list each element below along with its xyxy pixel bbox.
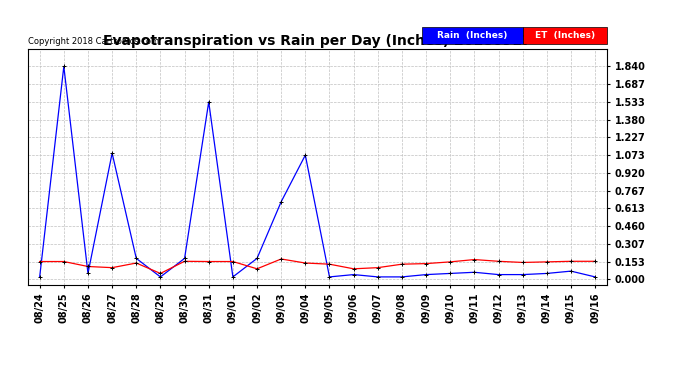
Text: Copyright 2018 Cartronics.com: Copyright 2018 Cartronics.com xyxy=(28,38,159,46)
FancyBboxPatch shape xyxy=(523,27,607,44)
Text: ET  (Inches): ET (Inches) xyxy=(535,31,595,40)
Text: Rain  (Inches): Rain (Inches) xyxy=(437,31,508,40)
Title: Evapotranspiration vs Rain per Day (Inches) 20180917: Evapotranspiration vs Rain per Day (Inch… xyxy=(103,34,532,48)
FancyBboxPatch shape xyxy=(422,27,523,44)
